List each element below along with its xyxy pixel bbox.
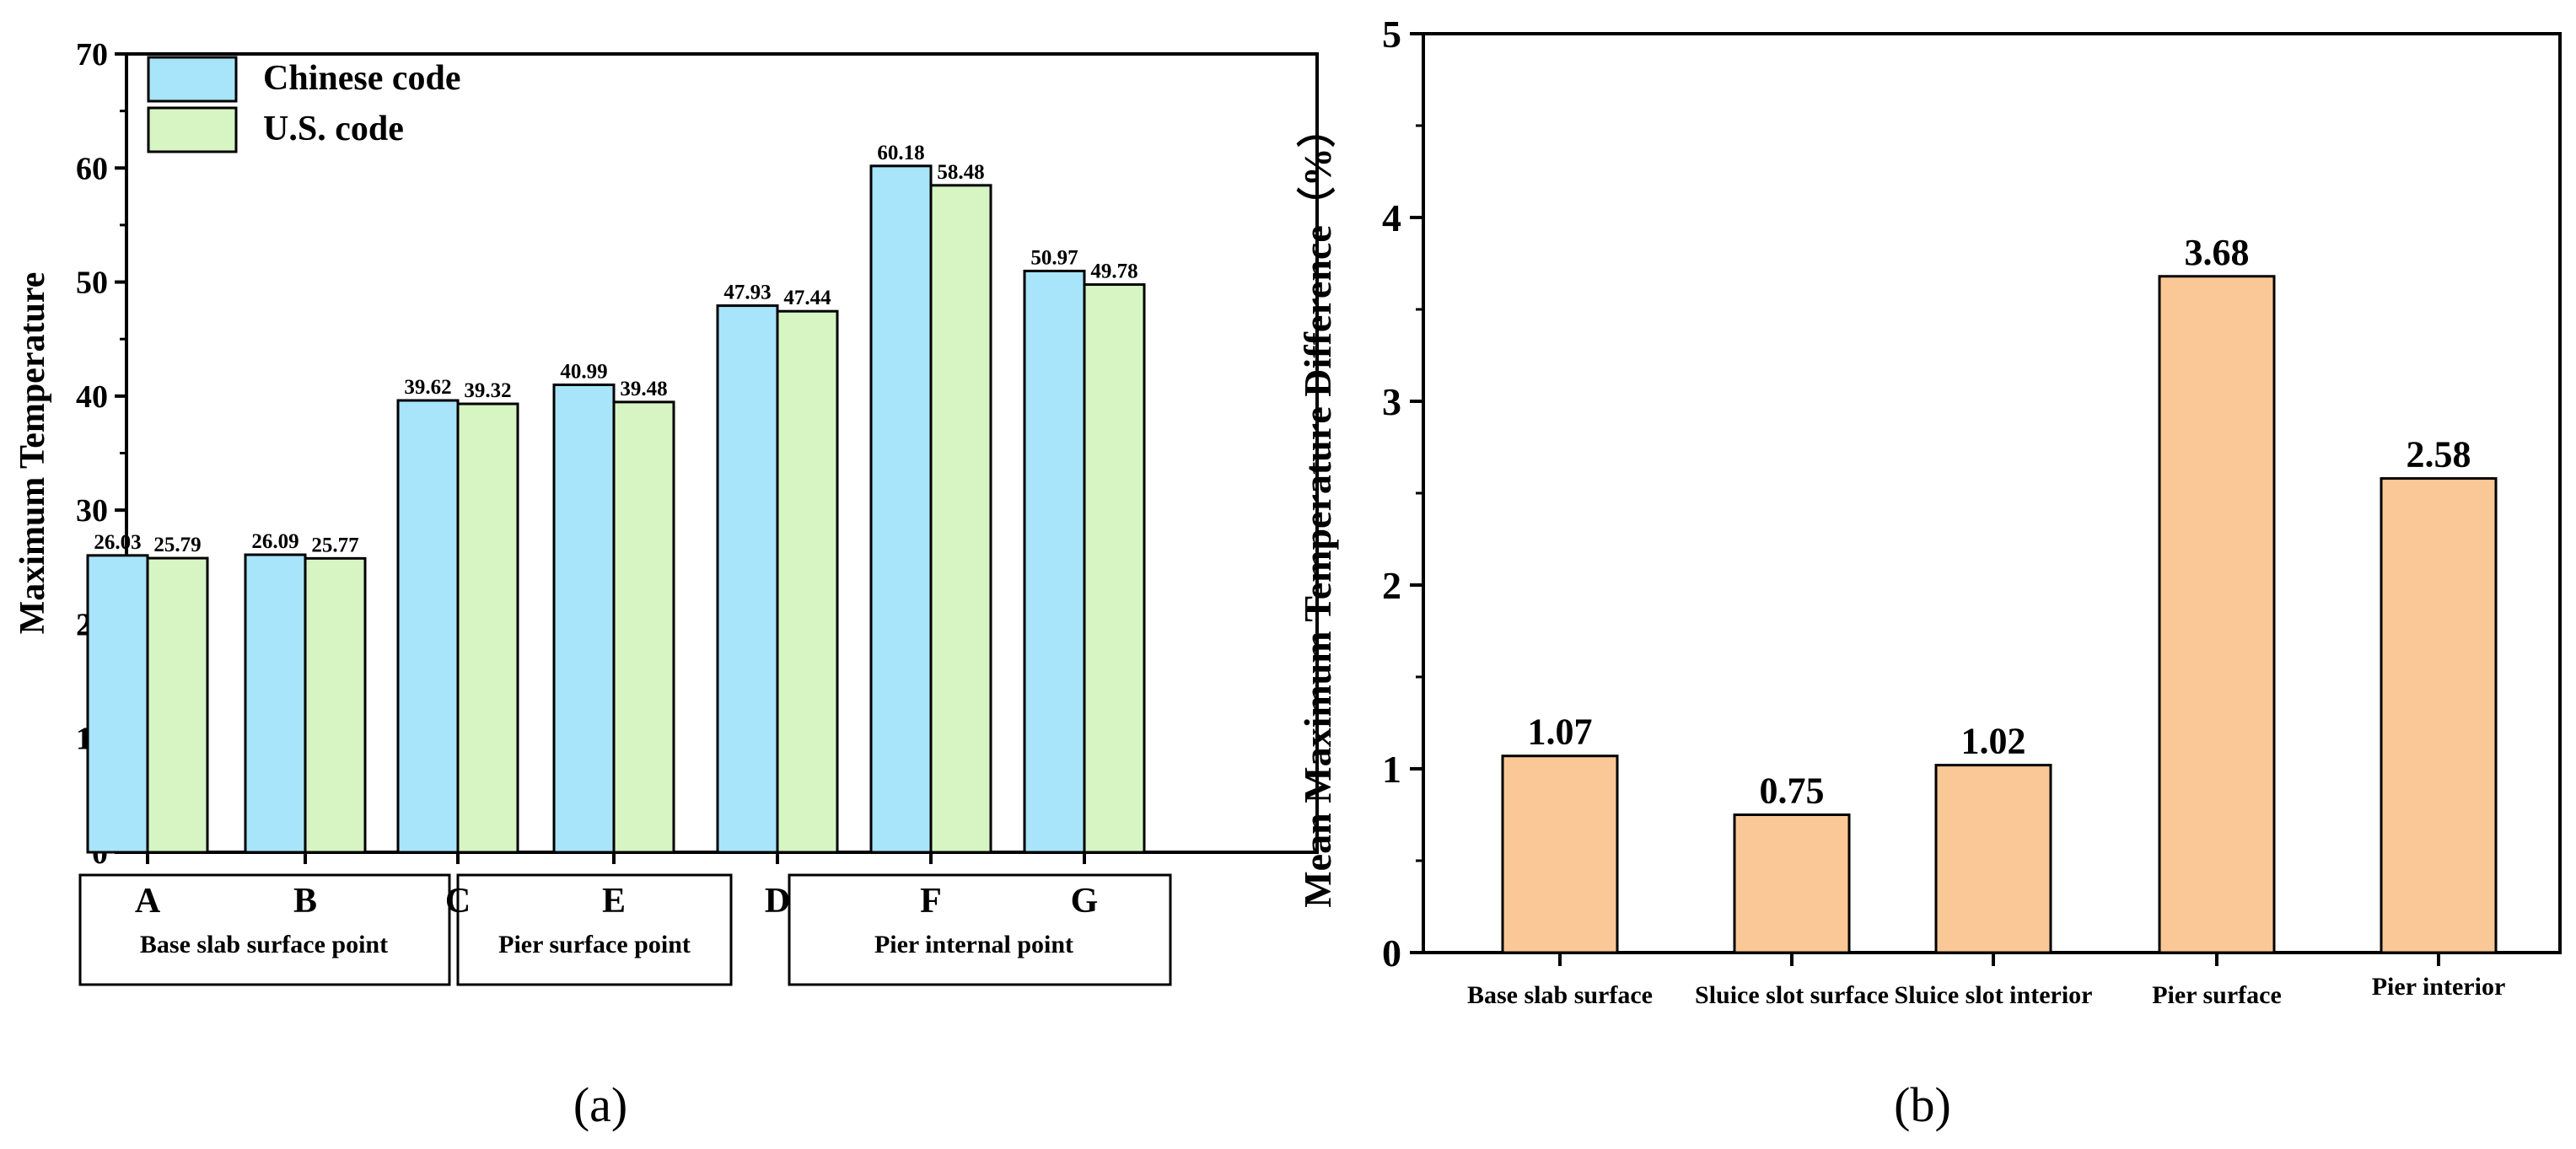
legend-label-chinese: Chinese code [263,59,461,98]
legend-swatch-us [147,106,238,153]
value-label-sluice-slot-interior: 1.02 [1961,721,2026,762]
x-category-label-b: Base slab surface [1467,981,1653,1009]
value-label-chinese-B: 26.09 [251,530,298,553]
value-label-us-G: 49.78 [1090,260,1137,283]
bar-chinese-A [86,554,149,854]
bar-chinese-F [869,164,933,854]
y-tick-label-b: 3 [1382,380,1401,423]
value-label-chinese-G: 50.97 [1030,246,1078,269]
x-category-label-a: G [1071,882,1099,921]
y-axis-label-a: Maximum Temperature [13,272,52,635]
value-label-us-A: 25.79 [153,534,201,556]
value-label-base-slab-surface: 1.07 [1528,711,1593,753]
value-label-chinese-F: 60.18 [877,142,924,164]
x-category-label-a: F [920,882,942,921]
x-category-label-a: B [293,882,317,921]
bar-us-E [612,400,675,854]
panel-label-a: (a) [573,1077,627,1132]
y-tick-label-b: 4 [1382,196,1401,239]
value-label-us-B: 25.77 [311,534,358,556]
bar-us-B [304,556,367,854]
bar-chinese-C [396,399,460,854]
value-label-pier-surface: 3.68 [2185,232,2250,273]
value-label-chinese-C: 39.62 [404,376,451,399]
bar-sluice-slot-interior [1934,764,2052,954]
y-tick-label-a: 50 [76,266,108,301]
bar-base-slab-surface [1501,754,1619,954]
y-tick-label-a: 30 [76,493,108,529]
bar-chinese-D [716,304,779,854]
bar-sluice-slot-surface [1733,813,1851,954]
category-group-box [456,873,733,986]
x-category-label-a: A [135,882,161,921]
bar-pier-interior [2380,477,2498,954]
category-group-label: Base slab surface point [140,931,388,958]
y-tick-label-a: 70 [76,37,108,72]
x-category-label-a: E [602,882,626,921]
bar-pier-surface [2158,275,2276,954]
x-category-label-a: D [765,882,790,921]
x-category-label-a: C [445,882,471,921]
value-label-us-F: 58.48 [937,161,984,184]
value-label-chinese-A: 26.03 [94,531,141,554]
value-label-us-E: 39.48 [620,378,667,400]
panel-label-b: (b) [1894,1077,1951,1132]
value-label-pier-interior: 2.58 [2407,434,2471,475]
bar-us-F [929,184,992,854]
legend-label-us: U.S. code [263,110,404,148]
value-label-us-D: 47.44 [783,287,831,309]
y-tick-label-b: 0 [1382,932,1401,975]
legend-swatch-chinese [147,56,238,103]
category-group-box [788,873,1172,986]
category-group-label: Pier surface point [498,931,691,958]
bar-us-G [1083,283,1146,854]
bar-us-C [456,402,519,854]
value-label-sluice-slot-surface: 0.75 [1760,770,1825,812]
bar-chinese-G [1023,269,1086,854]
y-tick-label-b: 2 [1382,564,1401,607]
value-label-chinese-E: 40.99 [560,360,607,383]
bar-chinese-B [244,553,307,854]
y-axis-label-b: Mean Maximum Temperature Difference（%） [1296,109,1339,908]
x-category-label-b: Pier surface [2152,981,2282,1009]
category-group-label: Pier internal point [874,931,1073,958]
value-label-chinese-D: 47.93 [723,282,771,304]
x-category-label-b: Sluice slot surface [1695,981,1889,1009]
category-group-box [78,873,451,986]
x-category-label-b: Pier interior [2372,973,2506,1001]
y-tick-label-a: 60 [76,151,108,186]
bar-us-D [776,309,839,854]
bar-us-A [146,556,209,854]
y-tick-label-b: 5 [1382,13,1401,56]
value-label-us-C: 39.32 [464,379,511,402]
y-tick-label-a: 40 [76,379,108,415]
bar-chinese-E [552,383,616,854]
y-tick-label-b: 1 [1382,748,1401,791]
x-category-label-b: Sluice slot interior [1895,981,2093,1009]
